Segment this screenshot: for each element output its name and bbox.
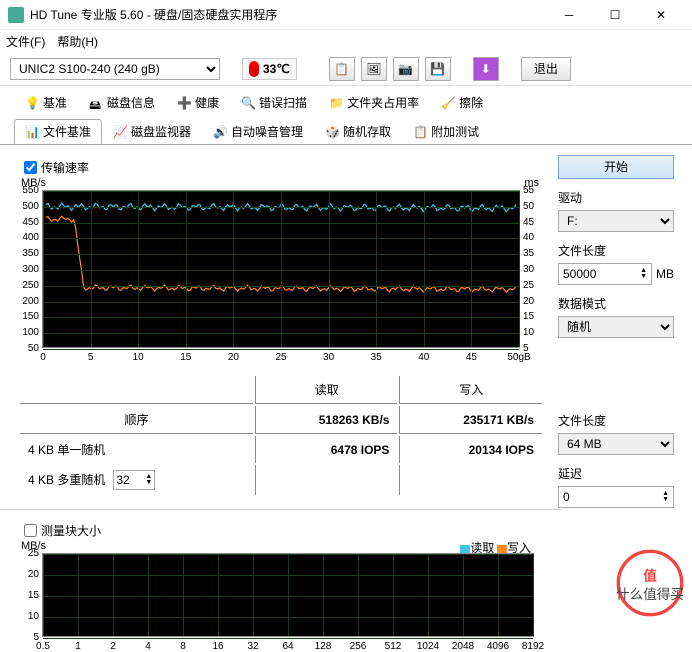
copy-icon[interactable]: 📋 <box>329 57 355 81</box>
thermometer-icon <box>249 61 259 77</box>
stepper-icon[interactable]: ▲▼ <box>640 268 647 280</box>
results-table: 读取写入 顺序518263 KB/s235171 KB/s4 KB 单一随机64… <box>18 374 544 497</box>
file-length-label: 文件长度 <box>558 242 674 259</box>
file-length2-label: 文件长度 <box>558 412 674 429</box>
transfer-chart: MB/s ms 50100150200250300350400450500550… <box>42 190 520 348</box>
tab-随机存取[interactable]: 🎲随机存取 <box>314 119 402 144</box>
tab-磁盘监视器[interactable]: 📈磁盘监视器 <box>102 119 202 144</box>
camera-icon[interactable]: 📷 <box>393 57 419 81</box>
transfer-rate-checkbox[interactable] <box>24 161 37 174</box>
file-length-input[interactable]: 50000▲▼ <box>558 263 652 285</box>
tab-自动噪音管理[interactable]: 🔊自动噪音管理 <box>202 119 314 144</box>
tab-icon: 📈 <box>113 125 127 139</box>
delay-input[interactable]: 0▲▼ <box>558 486 674 508</box>
tab-icon: 🖴 <box>89 96 103 110</box>
tab-icon: 🔊 <box>213 125 227 139</box>
window-title: HD Tune 专业版 5.60 - 硬盘/固态硬盘实用程序 <box>30 6 546 23</box>
menu-file[interactable]: 文件(F) <box>6 33 45 50</box>
block-chart: MB/s 读取 写入 5101520250.512481632641282565… <box>42 553 534 637</box>
tab-icon: 🔍 <box>241 96 255 110</box>
data-mode-label: 数据模式 <box>558 295 674 312</box>
data-mode-select[interactable]: 随机 <box>558 316 674 338</box>
temperature-display: 33℃ <box>242 58 297 80</box>
tab-附加测试[interactable]: 📋附加测试 <box>402 119 490 144</box>
maximize-button[interactable]: ☐ <box>592 0 638 30</box>
tab-错误扫描[interactable]: 🔍错误扫描 <box>230 90 318 115</box>
tab-文件基准[interactable]: 📊文件基准 <box>14 119 102 144</box>
tab-健康[interactable]: ➕健康 <box>166 90 230 115</box>
tab-基准[interactable]: 💡基准 <box>14 90 78 115</box>
tab-icon: ➕ <box>177 96 191 110</box>
screenshot-icon[interactable]: 🖼 <box>361 57 387 81</box>
tab-icon: 📊 <box>25 125 39 139</box>
delay-label: 延迟 <box>558 465 674 482</box>
tab-icon: 🧹 <box>441 96 455 110</box>
table-row: 4 KB 单一随机6478 IOPS20134 IOPS <box>20 436 542 463</box>
tab-磁盘信息[interactable]: 🖴磁盘信息 <box>78 90 166 115</box>
tab-icon: 📁 <box>329 96 343 110</box>
tab-文件夹占用率[interactable]: 📁文件夹占用率 <box>318 90 430 115</box>
table-row: 4 KB 多重随机32▲▼ <box>20 465 542 495</box>
tab-icon: 📋 <box>413 125 427 139</box>
save-icon[interactable]: 💾 <box>425 57 451 81</box>
menu-help[interactable]: 帮助(H) <box>57 33 98 50</box>
minimize-button[interactable]: ─ <box>546 0 592 30</box>
tab-icon: 💡 <box>25 96 39 110</box>
refresh-icon[interactable]: ⬇ <box>473 57 499 81</box>
table-row: 顺序518263 KB/s235171 KB/s <box>20 406 542 434</box>
block-size-checkbox[interactable] <box>24 524 37 537</box>
start-button[interactable]: 开始 <box>558 155 674 179</box>
file-length2-select[interactable]: 64 MB <box>558 433 674 455</box>
thread-spin[interactable]: 32▲▼ <box>113 470 155 490</box>
app-icon <box>8 7 24 23</box>
close-button[interactable]: ✕ <box>638 0 684 30</box>
drive-label: 驱动 <box>558 189 674 206</box>
stepper-icon[interactable]: ▲▼ <box>662 491 669 503</box>
tab-icon: 🎲 <box>325 125 339 139</box>
exit-button[interactable]: 退出 <box>521 57 571 81</box>
drive-select[interactable]: UNIC2 S100-240 (240 gB) <box>10 58 220 80</box>
drive-letter-select[interactable]: F: <box>558 210 674 232</box>
tab-擦除[interactable]: 🧹擦除 <box>430 90 494 115</box>
